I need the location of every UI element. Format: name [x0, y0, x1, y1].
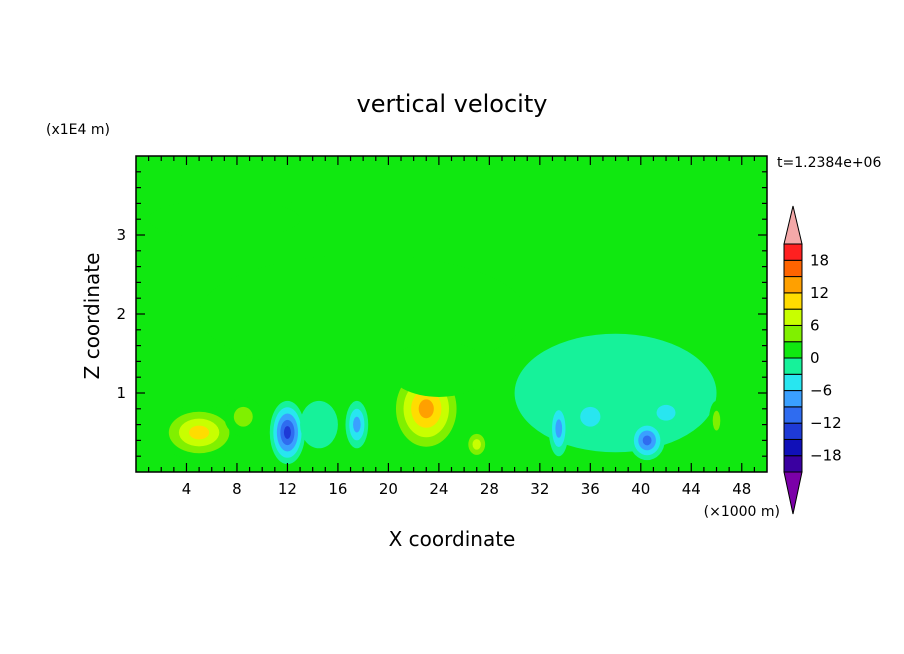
colorbar-tick-label: 12 [810, 284, 829, 302]
field-feature [708, 400, 725, 441]
field-feature [514, 333, 717, 453]
contour-band [353, 416, 361, 433]
x-tick-label: 32 [530, 480, 549, 498]
chart-title: vertical velocity [357, 90, 548, 118]
x-tick-label: 44 [682, 480, 701, 498]
colorbar-band [783, 324, 803, 343]
contour-band [283, 426, 291, 439]
colorbar-band [783, 455, 803, 473]
field-feature [345, 400, 369, 449]
contour-band [148, 199, 301, 239]
field-feature [224, 396, 263, 437]
colorbar-band [783, 438, 803, 457]
colorbar-band [783, 341, 803, 359]
colorbar-tick-label: 6 [810, 316, 820, 334]
x-tick-label: 12 [278, 480, 297, 498]
field-feature [388, 341, 490, 397]
x-unit-label: (×1000 m) [704, 504, 780, 520]
colorbar-band [783, 422, 803, 440]
y-tick-label: 3 [116, 226, 126, 244]
contour-band [656, 404, 676, 421]
colorbar-band [783, 292, 803, 310]
x-tick-label: 28 [480, 480, 499, 498]
colorbar-band [783, 373, 803, 392]
field-feature [158, 404, 240, 461]
contour-band [300, 400, 338, 449]
x-tick-label: 4 [182, 480, 192, 498]
y-axis-label: Z coordinate [80, 253, 104, 380]
x-tick-label: 16 [328, 480, 347, 498]
field-feature [274, 156, 351, 208]
x-axis-ticks: 4 8 12 16 20 24 28 32 36 40 44 48 [148, 156, 755, 498]
time-label: t=1.2384e+06 [777, 155, 881, 171]
colorbar: −18 −12 −6 0 6 12 18 [783, 205, 842, 515]
contour-band [274, 156, 351, 208]
x-tick-label: 48 [732, 480, 751, 498]
colorbar-tick-label: −12 [810, 414, 842, 432]
colorbar-extend-max [783, 205, 803, 245]
colorbar-extend-min [783, 471, 803, 515]
contour-band [642, 435, 652, 446]
y-tick-label: 2 [116, 305, 126, 323]
colorbar-band [783, 308, 803, 326]
field-feature [548, 400, 569, 457]
colorbar-band [783, 276, 803, 294]
contour-band [233, 406, 253, 427]
colorbar-band [783, 259, 803, 278]
x-tick-label: 8 [232, 480, 242, 498]
contour-band [388, 341, 490, 397]
contour-band [712, 410, 721, 431]
field-feature [148, 199, 301, 239]
x-tick-label: 36 [581, 480, 600, 498]
contour-band [555, 419, 563, 438]
colorbar-tick-label: −18 [810, 447, 842, 465]
field-feature [438, 229, 742, 249]
colorbar-band [783, 243, 803, 261]
x-tick-label: 24 [429, 480, 448, 498]
field-feature [269, 400, 306, 465]
field-feature [570, 396, 611, 437]
y-axis-ticks: 1 2 3 [116, 171, 767, 457]
colorbar-band [783, 357, 803, 375]
field-feature [647, 396, 685, 429]
colorbar-tick-label: 18 [810, 251, 829, 269]
field-feature [300, 400, 338, 449]
x-axis-label: X coordinate [389, 527, 516, 551]
colorbar-band [783, 390, 803, 408]
contour-band [189, 425, 210, 440]
colorbar-tick-label: 0 [810, 349, 820, 367]
y-unit-label: (x1E4 m) [46, 122, 110, 138]
colorbar-band [783, 406, 803, 424]
contour-band [580, 406, 601, 427]
x-tick-label: 20 [379, 480, 398, 498]
contour-band [514, 333, 717, 453]
y-tick-label: 1 [116, 384, 126, 402]
field-feature [629, 420, 665, 461]
field-feature [464, 428, 490, 461]
contour-band [472, 439, 481, 450]
contour-band [438, 229, 742, 249]
colorbar-tick-label: −6 [810, 382, 832, 400]
x-tick-label: 40 [631, 480, 650, 498]
contour-band [418, 399, 434, 419]
velocity-field [136, 156, 767, 472]
